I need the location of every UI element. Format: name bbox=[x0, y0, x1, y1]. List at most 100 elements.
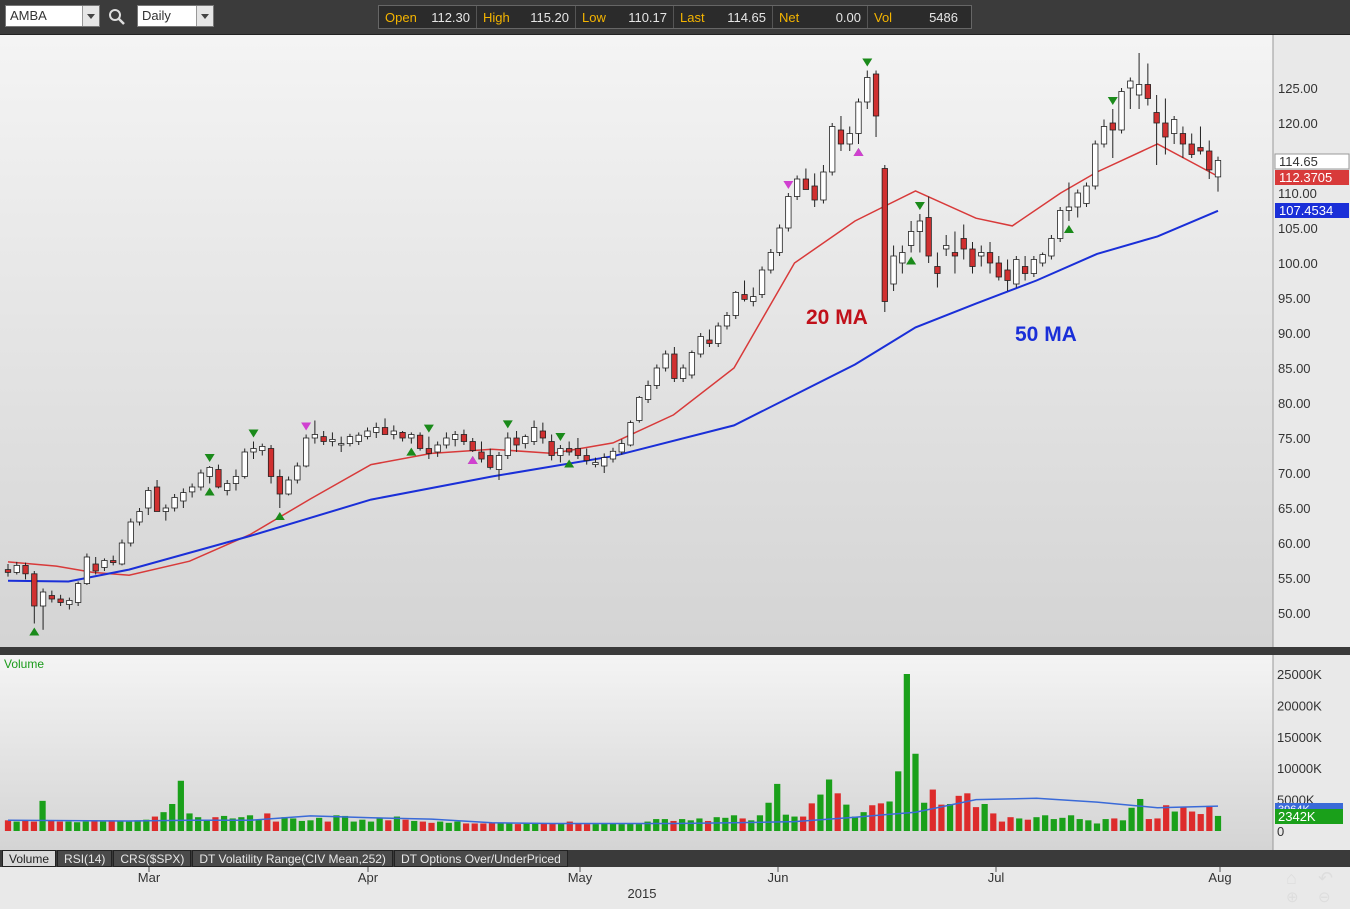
candle-body bbox=[539, 430, 546, 439]
candle-body bbox=[951, 252, 959, 257]
volume-bar bbox=[1042, 815, 1049, 831]
candle-body bbox=[530, 427, 538, 442]
tab-dt-volatility[interactable]: DT Volatility Range(CIV Mean,252) bbox=[192, 850, 393, 867]
pivot-high-marker bbox=[502, 420, 513, 429]
candle-body bbox=[469, 441, 476, 451]
price-axis bbox=[1273, 35, 1350, 647]
volume-bar bbox=[385, 820, 392, 831]
search-icon[interactable] bbox=[108, 8, 126, 26]
ma20-line bbox=[7, 143, 1219, 576]
volume-bar bbox=[1128, 807, 1135, 831]
candle-body bbox=[1074, 192, 1081, 208]
candle bbox=[1074, 189, 1081, 218]
candle-body bbox=[162, 507, 169, 512]
volume-bar bbox=[635, 824, 643, 831]
candle bbox=[785, 193, 792, 232]
svg-text:114.65: 114.65 bbox=[1279, 154, 1318, 169]
candle bbox=[452, 431, 459, 447]
candle-body bbox=[1100, 126, 1108, 145]
candle-body bbox=[513, 437, 520, 446]
price-panel[interactable] bbox=[0, 35, 1273, 647]
chevron-down-icon[interactable] bbox=[82, 6, 99, 26]
candle-body bbox=[662, 353, 669, 369]
candle-body bbox=[127, 521, 134, 544]
candle bbox=[294, 462, 301, 484]
volume-bar bbox=[912, 753, 919, 831]
volume-bar bbox=[765, 802, 772, 831]
candle bbox=[750, 287, 757, 307]
candle bbox=[267, 445, 275, 484]
candle-body bbox=[434, 444, 441, 453]
volume-bar bbox=[13, 821, 20, 831]
candle-body bbox=[1162, 122, 1169, 138]
candle-body bbox=[855, 101, 862, 134]
volume-bar bbox=[549, 823, 556, 831]
candle-body bbox=[1048, 238, 1055, 257]
price-tick-label: 60.00 bbox=[1278, 536, 1311, 551]
candle-body bbox=[776, 227, 783, 253]
home-icon[interactable]: ⌂ bbox=[1286, 868, 1297, 888]
volume-bar bbox=[212, 817, 219, 831]
candle bbox=[197, 469, 205, 491]
candle bbox=[609, 447, 617, 463]
annotation-50ma: 50 MA bbox=[1015, 323, 1077, 346]
candle bbox=[241, 448, 248, 479]
volume-bar bbox=[661, 819, 668, 831]
candle-body bbox=[294, 465, 301, 481]
year-label: 2015 bbox=[628, 886, 657, 901]
volume-bar bbox=[143, 819, 150, 831]
volume-bar bbox=[687, 820, 694, 831]
zoom-out-icon[interactable]: ⊖ bbox=[1318, 889, 1331, 906]
tab-dt-options[interactable]: DT Options Over/UnderPriced bbox=[393, 850, 568, 867]
candle-body bbox=[1092, 143, 1099, 187]
interval-select[interactable]: Daily bbox=[137, 5, 214, 27]
panel-separator[interactable] bbox=[0, 647, 1350, 655]
candle bbox=[557, 445, 564, 463]
volume-panel[interactable] bbox=[0, 655, 1273, 850]
candle-body bbox=[1065, 206, 1073, 211]
candle-body bbox=[48, 595, 55, 600]
volume-bar bbox=[1145, 819, 1152, 831]
tab-rsi[interactable]: RSI(14) bbox=[57, 850, 113, 867]
candle bbox=[1109, 109, 1116, 158]
candle-body bbox=[338, 443, 345, 446]
candle bbox=[1214, 156, 1222, 192]
candle-body bbox=[715, 325, 722, 344]
candle bbox=[855, 98, 862, 144]
volume-bar bbox=[324, 821, 331, 831]
tab-crs[interactable]: CRS($SPX) bbox=[113, 850, 192, 867]
candle bbox=[1021, 256, 1029, 281]
candle-body bbox=[723, 315, 731, 327]
volume-bar bbox=[290, 818, 297, 831]
price-tick-label: 125.00 bbox=[1278, 81, 1318, 96]
pivot-high-marker bbox=[248, 429, 259, 438]
volume-bar bbox=[774, 783, 781, 831]
candle bbox=[57, 594, 64, 606]
candle bbox=[390, 425, 397, 440]
volume-bar bbox=[56, 821, 63, 831]
volume-bar bbox=[30, 821, 38, 831]
undo-icon[interactable]: ↶ bbox=[1318, 868, 1334, 888]
candle-body bbox=[969, 248, 976, 267]
candle-body bbox=[1030, 259, 1037, 274]
candle bbox=[118, 539, 126, 566]
volume-bar bbox=[65, 821, 72, 831]
candle-body bbox=[566, 448, 573, 453]
chevron-down-icon[interactable] bbox=[196, 6, 213, 26]
symbol-select[interactable]: AMBA bbox=[5, 5, 100, 27]
interval-value: Daily bbox=[142, 8, 171, 23]
pivot-low-marker bbox=[564, 459, 575, 468]
ma20-tag bbox=[1275, 170, 1349, 185]
candle bbox=[373, 422, 380, 438]
price-tick-label: 105.00 bbox=[1278, 221, 1318, 236]
volume-bar bbox=[99, 821, 107, 831]
price-tick-label: 50.00 bbox=[1278, 606, 1311, 621]
zoom-in-icon[interactable]: ⊕ bbox=[1286, 889, 1299, 906]
candle-body bbox=[671, 353, 678, 379]
volume-bar bbox=[1188, 811, 1196, 831]
last-price-tag bbox=[1274, 153, 1350, 170]
tab-volume[interactable]: Volume bbox=[2, 850, 57, 867]
candle bbox=[732, 291, 739, 319]
volume-bar bbox=[1197, 814, 1204, 831]
candle bbox=[13, 561, 20, 575]
